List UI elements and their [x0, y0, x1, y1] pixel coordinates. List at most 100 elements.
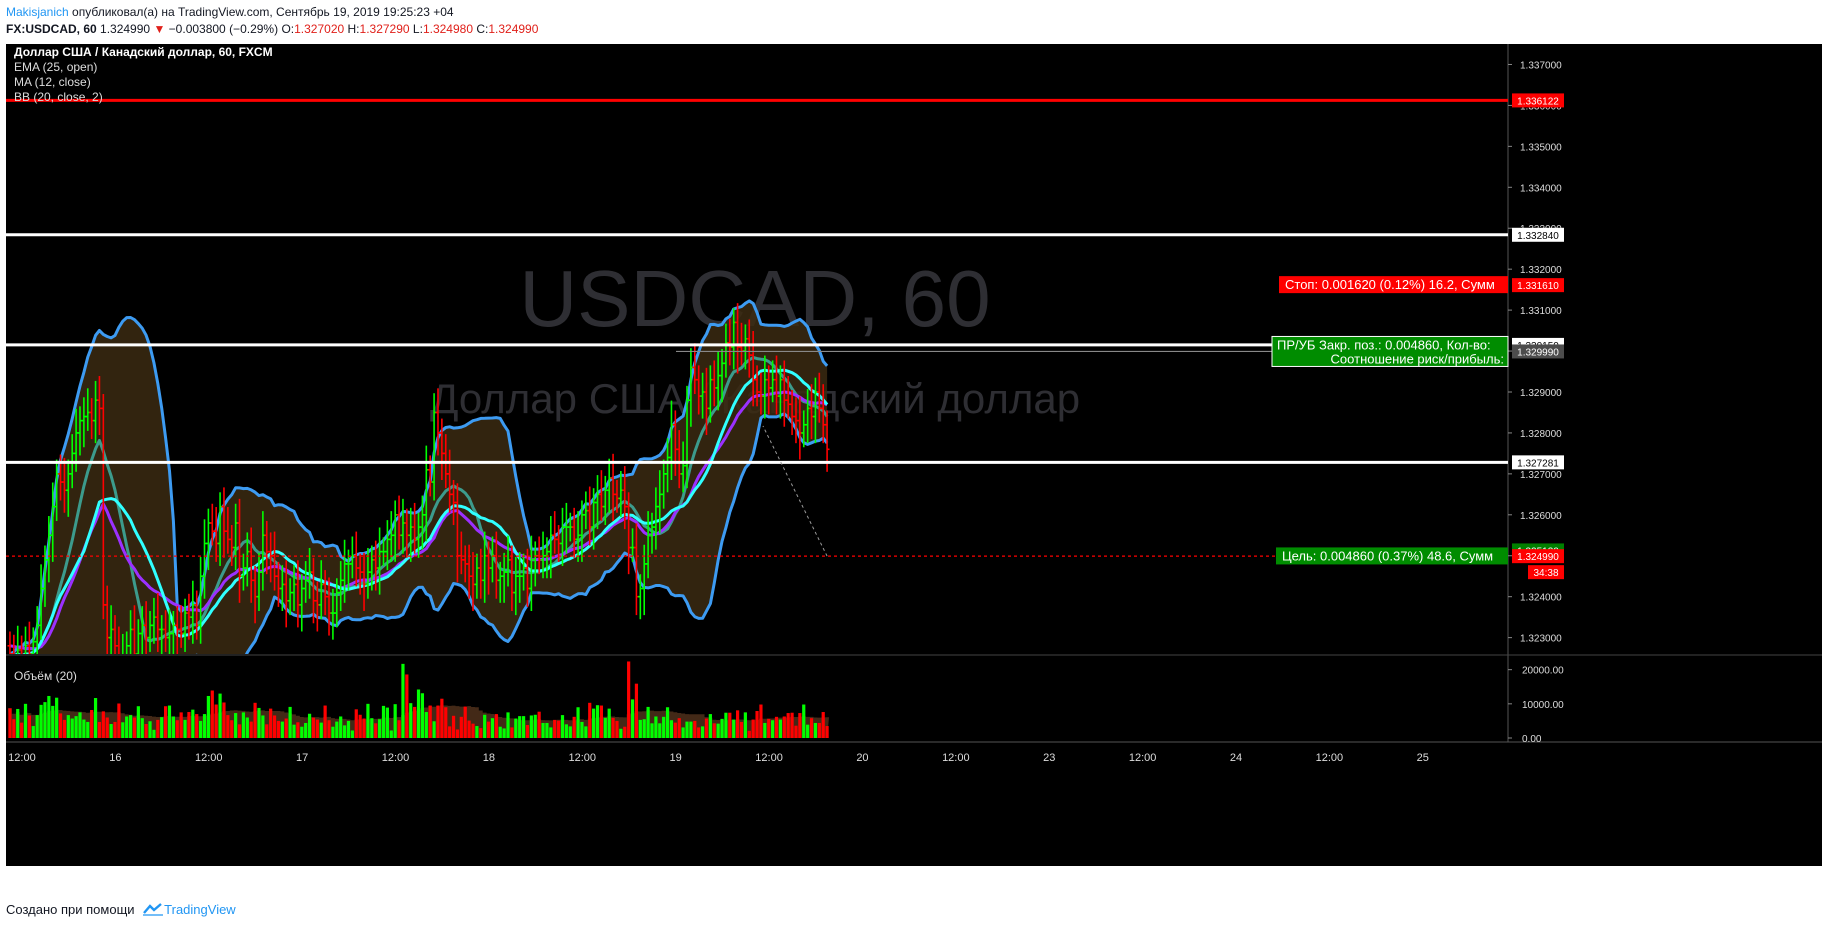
low-value: 1.324980	[422, 22, 473, 36]
volume-bar	[202, 714, 207, 738]
volume-bar	[354, 709, 358, 738]
bb-lower-line	[9, 412, 829, 654]
volume-bar	[323, 705, 327, 738]
volume-bar	[416, 689, 421, 738]
volume-bar	[195, 714, 199, 738]
volume-bar	[704, 718, 709, 738]
stop-label-box[interactable]	[1279, 276, 1508, 294]
pl-label-box[interactable]	[1271, 335, 1509, 367]
volume-bar	[506, 712, 510, 738]
volume-bar	[428, 705, 432, 738]
volume-bar	[724, 712, 728, 738]
volume-bar	[315, 719, 319, 738]
high-label: H:	[347, 22, 360, 36]
volume-bar	[358, 714, 362, 738]
volume-bar	[237, 724, 242, 738]
volume-bar	[342, 725, 347, 738]
volume-bar	[486, 721, 491, 738]
volume-bar	[630, 699, 635, 738]
volume-bar	[132, 717, 137, 738]
volume-bar	[117, 703, 121, 738]
legend-volume: Объём (20)	[14, 669, 77, 683]
volume-bar	[300, 726, 304, 738]
volume-bar	[179, 712, 183, 738]
time-tick-label: 12:00	[755, 752, 783, 764]
chart-header: Makisjanich опубликовал(а) на TradingVie…	[6, 4, 538, 38]
volume-bar	[218, 693, 222, 738]
countdown-label: 34:38	[1533, 568, 1558, 579]
volume-bar	[16, 708, 20, 738]
volume-bar	[545, 722, 549, 738]
volume-bar	[160, 717, 164, 738]
volume-bar	[420, 693, 425, 738]
volume-bar	[611, 717, 615, 738]
volume-bar	[627, 661, 631, 738]
volume-bar	[681, 727, 685, 738]
volume-bar	[101, 711, 105, 738]
volume-bar	[716, 723, 720, 738]
volume-bar	[296, 722, 300, 738]
price-tick-label: 1.326000	[1520, 511, 1562, 522]
time-tick-label: 16	[109, 752, 121, 764]
volume-bar	[370, 718, 374, 738]
volume-bar	[346, 720, 351, 738]
volume-bar	[615, 720, 619, 738]
volume-bar	[245, 717, 249, 738]
volume-bar	[113, 721, 117, 738]
volume-bar	[463, 706, 467, 738]
published-text: опубликовал(а) на TradingView.com, Сентя…	[72, 5, 454, 19]
volume-bar	[455, 729, 460, 738]
volume-bar	[588, 702, 592, 738]
volume-bar	[167, 705, 172, 738]
volume-bar	[794, 725, 798, 738]
volume-bar	[222, 702, 226, 738]
volume-bar	[607, 708, 611, 738]
volume-tick-label: 20000.00	[1522, 666, 1564, 677]
price-bar	[116, 626, 120, 654]
volume-bar	[210, 690, 214, 738]
volume-bar	[304, 722, 308, 738]
tradingview-link[interactable]: TradingView	[164, 902, 236, 917]
axis-badge-label: 1.329990	[1517, 347, 1559, 358]
price-line-badge-label: 1.336122	[1517, 96, 1559, 107]
target-label-box[interactable]	[1276, 547, 1508, 565]
volume-bar	[564, 724, 568, 738]
price-bar	[121, 633, 124, 654]
volume-bar	[809, 718, 814, 738]
volume-bar	[280, 721, 284, 738]
volume-bar	[249, 721, 253, 738]
volume-bar	[646, 706, 650, 738]
volume-bar	[537, 711, 541, 738]
time-tick-label: 12:00	[382, 752, 410, 764]
axis-badge	[1512, 344, 1564, 359]
volume-bar	[778, 719, 783, 738]
volume-bar	[444, 707, 448, 738]
volume-bar	[405, 674, 409, 738]
volume-bar	[475, 726, 479, 738]
time-tick-label: 12:00	[8, 752, 36, 764]
volume-bar	[43, 702, 47, 738]
volume-bar	[662, 716, 666, 738]
volume-bar	[175, 720, 179, 738]
chart-canvas[interactable]: USDCAD, 60 Доллар США / Канадский доллар…	[6, 44, 1822, 866]
volume-bar	[128, 715, 133, 738]
volume-bar	[58, 713, 63, 738]
high-value: 1.327290	[359, 22, 410, 36]
chart-area[interactable]: USDCAD, 60 Доллар США / Канадский доллар…	[6, 44, 1822, 866]
author-link[interactable]: Makisjanich	[6, 5, 69, 19]
time-tick-label: 12:00	[1129, 752, 1157, 764]
volume-bar	[121, 722, 125, 738]
volume-bar	[806, 724, 810, 738]
volume-bar	[234, 713, 238, 738]
volume-bar	[518, 716, 522, 738]
volume-bar	[782, 716, 786, 738]
time-tick-label: 25	[1417, 752, 1429, 764]
volume-bar	[261, 715, 265, 738]
volume-bar	[490, 718, 495, 738]
close-label: C:	[476, 22, 489, 36]
volume-bar	[331, 726, 335, 738]
legend-ma: MA (12, close)	[14, 75, 91, 89]
volume-bar	[47, 695, 51, 738]
change-arrow-icon: ▼	[153, 22, 166, 36]
target-label: Цель: 0.004860 (0.37%) 48.6, Сумм	[1282, 548, 1493, 563]
